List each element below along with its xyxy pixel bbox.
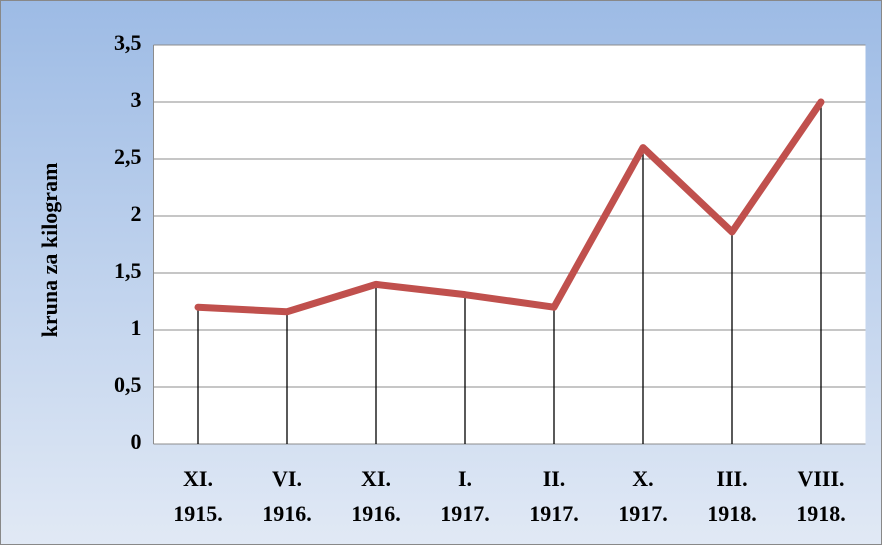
x-tick-label: 1916.: [351, 501, 401, 526]
plot-area: [153, 45, 866, 444]
y-tick-label: 1,5: [114, 258, 142, 283]
x-tick-label: 1917.: [618, 501, 668, 526]
x-tick-label: 1918.: [796, 501, 846, 526]
y-tick-label: 2,5: [114, 144, 142, 169]
x-tick-label: II.: [543, 466, 566, 491]
x-tick-label: XI.: [183, 466, 213, 491]
x-tick-label: 1917.: [529, 501, 579, 526]
y-tick-label: 1: [131, 315, 142, 340]
x-tick-label: VIII.: [797, 466, 844, 491]
x-tick-label: III.: [716, 466, 747, 491]
y-tick-label: 3,5: [114, 30, 142, 55]
x-tick-label: I.: [458, 466, 472, 491]
y-tick-label: 0,5: [114, 372, 142, 397]
x-tick-label: 1915.: [173, 501, 223, 526]
x-tick-label: 1918.: [707, 501, 757, 526]
x-tick-label: 1916.: [262, 501, 312, 526]
y-tick-label: 3: [131, 87, 142, 112]
y-tick-label: 0: [131, 429, 142, 454]
x-tick-label: 1917.: [440, 501, 490, 526]
x-tick-label: VI.: [272, 466, 302, 491]
x-tick-label: XI.: [361, 466, 391, 491]
data-line: [194, 98, 825, 316]
y-axis-label: kruna za kilogram: [37, 163, 62, 338]
x-tick-label: X.: [632, 466, 653, 491]
y-tick-label: 2: [131, 201, 142, 226]
